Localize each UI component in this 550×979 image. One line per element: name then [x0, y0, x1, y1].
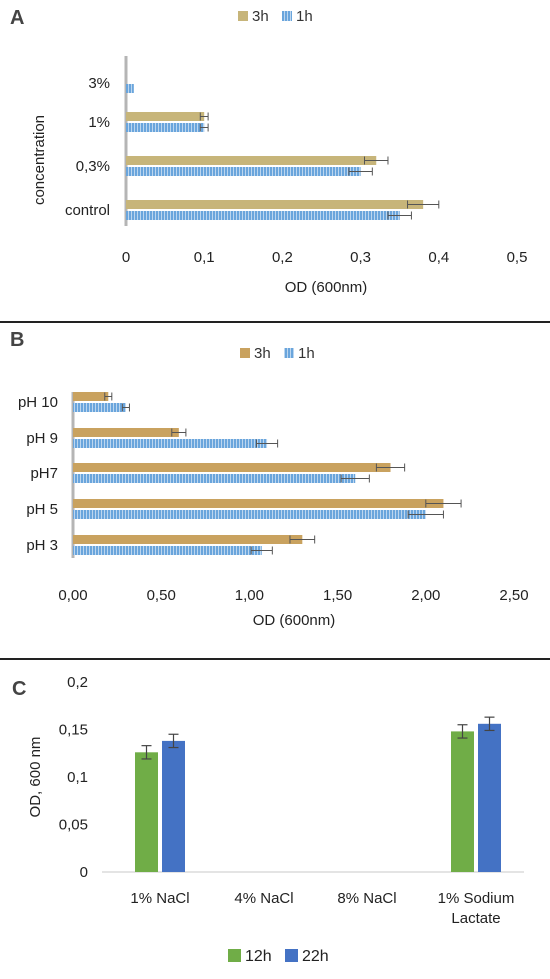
- category-label: pH7: [30, 465, 58, 482]
- x-tick-label: 0: [122, 249, 130, 266]
- errorbar-1h: [407, 510, 444, 519]
- bar-3h: [73, 535, 303, 544]
- x-tick-label: 0,00: [58, 587, 87, 604]
- category-label: 8% NaCl: [337, 890, 396, 907]
- x-tick-label: 2,00: [411, 587, 440, 604]
- bar-1h: [126, 84, 134, 93]
- bar-12h: [135, 752, 158, 872]
- x-tick-label: 0,50: [147, 587, 176, 604]
- x-tick-label: 2,50: [499, 587, 528, 604]
- bar-22h: [162, 740, 185, 872]
- bar-1h: [126, 167, 361, 176]
- legend-label-22h: 22h: [302, 948, 329, 965]
- panel-a: A 3h 1h control 0,3% 1% 3% 0 0,1 0,2 0,3 0,4 0,5 OD (…: [0, 0, 550, 322]
- errorbar-12h: [457, 724, 468, 739]
- bar-1h: [73, 510, 426, 519]
- x-tick-label: 0,5: [507, 249, 528, 266]
- errorbar-3h: [289, 535, 316, 544]
- y-tick-label: 0,2: [67, 674, 88, 691]
- chart-c: C 0 0,05 0,1 0,15 0,2 OD, 600 nm 1% NaCl 4% NaCl…: [12, 674, 524, 965]
- errorbar-3h: [407, 200, 440, 209]
- legend-label-12h: 12h: [245, 948, 272, 965]
- bar-22h: [478, 723, 501, 872]
- category-label: 0,3%: [76, 158, 110, 175]
- panel-label: C: [12, 678, 26, 700]
- divider: [0, 321, 550, 323]
- bar-12h: [451, 731, 474, 872]
- category-label: 1% NaCl: [130, 890, 189, 907]
- errorbar-1h: [387, 211, 412, 220]
- bar-1h: [73, 403, 126, 412]
- errorbar-12h: [141, 745, 152, 760]
- errorbar-22h: [484, 716, 495, 732]
- chart-a: A 3h 1h control 0,3% 1% 3% 0 0,1 0,2 0,3 0,4 0,5 OD (…: [10, 7, 528, 296]
- x-tick-label: 0,2: [272, 249, 293, 266]
- bar-3h: [73, 428, 179, 437]
- bar-3h: [73, 463, 391, 472]
- category-label: 3%: [88, 75, 110, 92]
- y-tick-label: 0,05: [59, 817, 88, 834]
- y-axis-title: concentration: [31, 115, 48, 205]
- y-axis-title: OD, 600 nm: [27, 737, 44, 818]
- legend-label-1h: 1h: [296, 8, 313, 25]
- chart-b: B 3h 1h pH 3 pH 5 pH7 pH 9 pH 10 0,00 0,50 1,00 1,5…: [10, 329, 529, 629]
- y-tick-label: 0,15: [59, 722, 88, 739]
- y-tick-label: 0,1: [67, 769, 88, 786]
- x-tick-label: 0,3: [350, 249, 371, 266]
- errorbar-1h: [255, 439, 279, 448]
- category-label: pH 3: [26, 537, 58, 554]
- panel-c: C 0 0,05 0,1 0,15 0,2 OD, 600 nm 1% NaCl 4% NaCl…: [0, 659, 550, 974]
- errorbar-3h: [425, 499, 462, 508]
- legend-swatch-1h: [282, 11, 292, 21]
- x-axis-title: OD (600nm): [285, 279, 368, 296]
- category-label: 1%: [88, 114, 110, 131]
- x-tick-label: 1,00: [235, 587, 264, 604]
- bar-1h: [73, 439, 268, 448]
- legend-label-3h: 3h: [252, 8, 269, 25]
- divider: [0, 658, 550, 660]
- x-tick-label: 1,50: [323, 587, 352, 604]
- errorbar-22h: [168, 733, 179, 749]
- bar-3h: [126, 112, 205, 121]
- legend-swatch-1h: [284, 348, 294, 358]
- bar-1h: [73, 546, 262, 555]
- y-tick-label: 0: [80, 864, 88, 881]
- category-label: 1% Sodium: [438, 890, 515, 907]
- legend-label-1h: 1h: [298, 345, 315, 362]
- category-label: pH 9: [26, 430, 58, 447]
- bar-1h: [126, 123, 205, 132]
- panel-b: B 3h 1h pH 3 pH 5 pH7 pH 9 pH 10 0,00 0,50 1,00 1,5…: [0, 322, 550, 659]
- category-label: Lactate: [451, 910, 500, 927]
- legend-label-3h: 3h: [254, 345, 271, 362]
- errorbar-3h: [375, 463, 406, 472]
- errorbar-1h: [348, 167, 373, 176]
- errorbar-3h: [364, 156, 389, 165]
- errorbar-3h: [199, 112, 209, 121]
- x-axis-title: OD (600nm): [253, 612, 336, 629]
- bar-3h: [126, 200, 424, 209]
- legend-swatch-3h: [240, 348, 250, 358]
- category-label: pH 10: [18, 394, 58, 411]
- category-label: pH 5: [26, 501, 58, 518]
- legend-swatch-12h: [228, 949, 241, 962]
- errorbar-1h: [250, 546, 273, 555]
- errorbar-1h: [121, 403, 130, 412]
- errorbar-3h: [171, 428, 187, 437]
- bar-1h: [126, 211, 400, 220]
- category-label: 4% NaCl: [234, 890, 293, 907]
- errorbar-1h: [340, 474, 370, 483]
- panel-label: B: [10, 329, 24, 351]
- bar-3h: [73, 499, 444, 508]
- category-label: control: [65, 202, 110, 219]
- x-tick-label: 0,4: [428, 249, 449, 266]
- bar-1h: [73, 474, 356, 483]
- bar-3h: [73, 392, 109, 401]
- errorbar-3h: [104, 392, 113, 401]
- x-tick-label: 0,1: [194, 249, 215, 266]
- errorbar-1h: [199, 123, 209, 132]
- panel-label: A: [10, 7, 24, 29]
- bar-3h: [126, 156, 377, 165]
- legend-swatch-22h: [285, 949, 298, 962]
- legend-swatch-3h: [238, 11, 248, 21]
